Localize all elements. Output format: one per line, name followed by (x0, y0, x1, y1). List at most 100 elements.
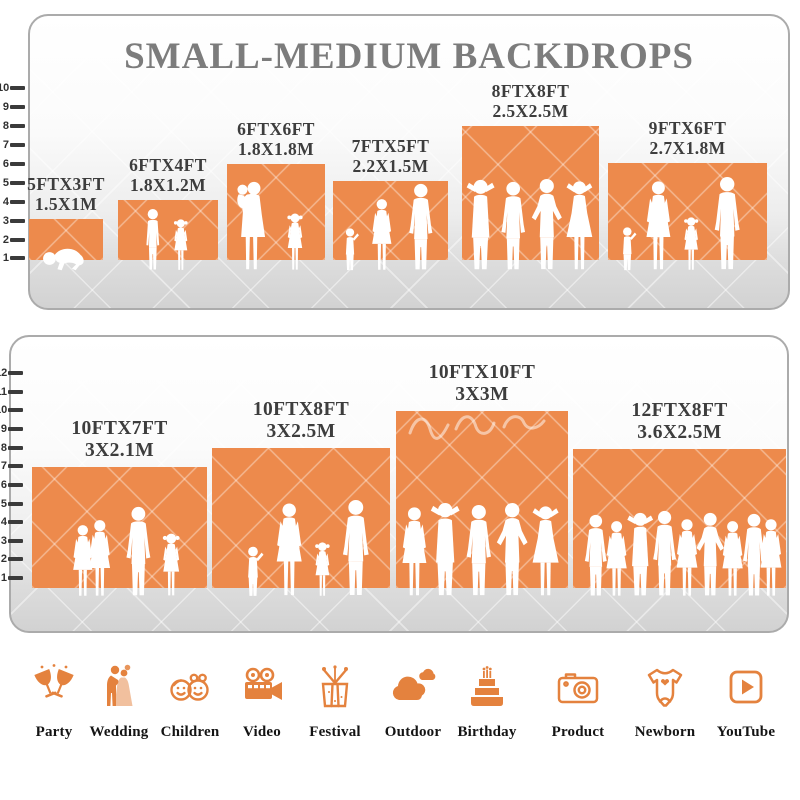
ruler-tick-label: 1 (0, 572, 7, 584)
ruler-tick-dash (10, 143, 25, 147)
category-label: YouTube (716, 724, 776, 740)
youtube-play-icon (729, 670, 763, 704)
category-label: Outdoor (384, 724, 442, 740)
size-ft-text: 10FTX10FT (428, 362, 536, 383)
size-ft-text: 5FTX3FT (27, 174, 105, 194)
ruler-tick: 11 (0, 386, 23, 398)
ruler-tick-dash (8, 576, 23, 580)
ruler-tick: 6 (0, 158, 25, 170)
backdrop-bar-5ftx3ft: 5FTX3FT 1.5X1M (27, 174, 104, 271)
ruler-tick: 2 (0, 234, 25, 246)
ruler-tick-label: 6 (0, 479, 7, 491)
people-silhouettes (623, 176, 740, 271)
size-ft-text: 6FTX4FT (129, 155, 207, 175)
ruler-tick: 9 (0, 101, 25, 113)
ruler-tick-dash (8, 390, 23, 394)
ruler-tick: 8 (0, 120, 25, 132)
ruler-tick: 4 (0, 196, 25, 208)
category-party: Party (14, 658, 94, 741)
ruler-tick: 2 (0, 553, 23, 565)
category-label: Newborn (634, 724, 696, 740)
size-ft-text: 7FTX5FT (351, 136, 430, 156)
backdrop-size-label: 10FTX8FT 3X2.5M (150, 399, 453, 443)
backdrop-size-label: 6FTX6FT 1.8X1.8M (193, 119, 360, 159)
ruler-tick-label: 10 (0, 82, 10, 94)
ruler-tick-label: 11 (0, 386, 7, 398)
category-newborn: Newborn (625, 658, 705, 741)
ruler-tick-dash (10, 256, 25, 260)
ruler-tick-dash (8, 371, 23, 375)
category-wedding: Wedding (79, 658, 159, 741)
page-title: SMALL-MEDIUM BACKDROPS (124, 36, 694, 77)
ruler-tick-label: 7 (0, 460, 7, 472)
top-ruler: 10 9 8 7 6 5 4 3 2 1 (0, 0, 30, 310)
ruler-tick: 5 (0, 177, 25, 189)
backdrop-bar-7ftx5ft: 7FTX5FT 2.2X1.5M (333, 136, 448, 271)
ruler-tick: 10 (0, 82, 25, 94)
ruler-tick-dash (10, 238, 25, 242)
ruler-tick-label: 4 (0, 516, 7, 528)
ruler-tick-dash (10, 162, 25, 166)
size-m-text: 2.2X1.5M (352, 156, 429, 176)
newborn-onesie-icon (647, 668, 683, 707)
ruler-tick: 9 (0, 423, 23, 435)
ruler-tick-label: 9 (0, 423, 7, 435)
outdoor-cloud-icon (392, 668, 436, 700)
ruler-tick-label: 5 (0, 498, 7, 510)
ruler-tick: 1 (0, 252, 25, 264)
category-video: Video (222, 658, 302, 741)
backdrop-size-label: 5FTX3FT 1.5X1M (3, 174, 129, 214)
ruler-tick-label: 7 (2, 139, 9, 151)
ruler-tick-dash (8, 427, 23, 431)
size-ft-text: 12FTX8FT (631, 400, 728, 421)
people-silhouettes (345, 183, 433, 271)
category-festival: Festival (295, 658, 375, 741)
ruler-tick: 1 (0, 572, 23, 584)
ruler-tick-label: 2 (0, 553, 7, 565)
product-camera-icon (557, 673, 599, 704)
size-ft-text: 10FTX7FT (71, 418, 168, 439)
ruler-tick-dash (8, 446, 23, 450)
category-product: Product (538, 658, 618, 741)
size-m-text: 2.7X1.8M (649, 138, 726, 158)
size-ft-text: 10FTX8FT (252, 399, 350, 420)
backdrop-size-label: 9FTX6FT 2.7X1.8M (552, 118, 800, 158)
backdrop-bar-10ftx8ft: 10FTX8FT 3X2.5M (212, 399, 390, 596)
ruler-tick-dash (10, 86, 25, 90)
size-ft-text: 6FTX6FT (237, 119, 315, 139)
backdrop-size-label: 7FTX5FT 2.2X1.5M (293, 136, 489, 176)
video-camera-icon (245, 667, 282, 700)
ruler-tick-dash (10, 105, 25, 109)
backdrop-bar-6ftx6ft: 6FTX6FT 1.8X1.8M (227, 119, 325, 270)
bottom-ruler: 12 11 10 9 8 7 6 5 4 3 2 1 (0, 0, 30, 640)
ruler-tick-label: 2 (2, 234, 9, 246)
ruler-tick-dash (8, 408, 23, 412)
backdrop-bar-8ftx8ft: 8FTX8FT 2.5X2.5M (462, 81, 599, 270)
size-m-text: 3X2.5M (266, 421, 336, 442)
category-youtube: YouTube (706, 658, 786, 741)
category-birthday: Birthday (447, 658, 527, 741)
ruler-tick: 7 (0, 139, 25, 151)
ruler-tick-label: 1 (2, 252, 9, 264)
ruler-tick-label: 8 (0, 442, 7, 454)
ruler-tick-dash (8, 502, 23, 506)
backdrop-size-label: 6FTX4FT 1.8X1.2M (83, 155, 253, 195)
people-silhouettes (237, 181, 303, 270)
wedding-couple-icon (107, 664, 133, 706)
size-m-text: 1.5X1M (34, 194, 98, 214)
size-m-text: 3X3M (455, 384, 509, 405)
ruler-tick-dash (8, 520, 23, 524)
ruler-tick-dash (8, 464, 23, 468)
category-outdoor: Outdoor (373, 658, 453, 741)
ruler-tick-dash (10, 181, 25, 185)
ruler-tick-label: 8 (2, 120, 9, 132)
backdrop-bar-12ftx8ft: 12FTX8FT 3.6X2.5M (573, 400, 786, 596)
size-m-text: 3.6X2.5M (637, 422, 722, 443)
category-label: Product (551, 724, 605, 740)
category-label: Video (243, 724, 281, 740)
size-m-text: 3X2.1M (84, 440, 154, 461)
ruler-tick: 7 (0, 460, 23, 472)
ruler-tick-dash (10, 200, 25, 204)
size-m-text: 1.8X1.8M (237, 139, 315, 159)
